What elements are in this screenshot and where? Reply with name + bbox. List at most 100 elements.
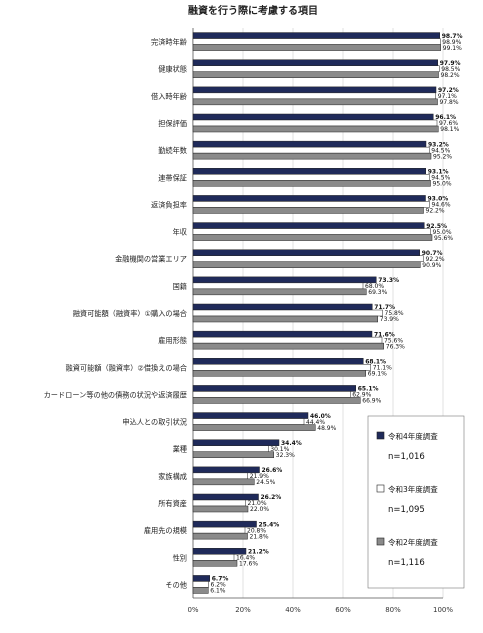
bar xyxy=(192,92,436,100)
bar xyxy=(192,505,249,513)
bar xyxy=(192,358,364,365)
data-label: 24.5% xyxy=(256,479,275,486)
data-label: 34.4% xyxy=(281,440,302,447)
bar xyxy=(192,532,248,540)
data-label: 93.2% xyxy=(428,141,449,148)
bar xyxy=(192,38,441,45)
data-label: 30.1% xyxy=(270,446,289,453)
data-label: 94.5% xyxy=(431,174,450,181)
data-label: 22.0% xyxy=(250,506,269,513)
data-label: 95.2% xyxy=(433,153,452,160)
data-label: 44.4% xyxy=(306,419,325,426)
data-label: 71.6% xyxy=(374,331,395,338)
bar xyxy=(192,168,426,175)
x-tick-label: 40% xyxy=(285,606,301,614)
bar xyxy=(192,336,383,344)
bar xyxy=(192,140,427,148)
x-tick-label: 100% xyxy=(433,606,453,614)
category-label: 金融機関の営業エリア xyxy=(115,255,187,264)
legend-label: 令和2年度調査 xyxy=(388,537,438,547)
data-label: 97.8% xyxy=(440,99,459,106)
data-label: 90.9% xyxy=(422,262,441,269)
bar xyxy=(192,207,424,214)
data-label: 92.2% xyxy=(426,208,445,215)
data-label: 21.9% xyxy=(250,473,269,480)
bar xyxy=(192,44,441,51)
x-tick-label: 0% xyxy=(187,606,198,614)
x-tick-label: 80% xyxy=(385,606,401,614)
data-label: 98.5% xyxy=(441,66,460,73)
bar xyxy=(192,472,248,480)
data-label: 26.6% xyxy=(262,467,283,474)
data-label: 94.6% xyxy=(432,202,451,209)
bar xyxy=(192,315,378,323)
category-label: 申込人との取引状況 xyxy=(122,418,187,427)
data-label: 71.1% xyxy=(373,364,392,371)
data-label: 62.9% xyxy=(352,392,371,399)
bar xyxy=(192,261,421,268)
category-label: 家族構成 xyxy=(158,472,187,481)
data-label: 97.9% xyxy=(440,60,461,67)
bar xyxy=(192,445,269,452)
bar xyxy=(192,554,235,561)
data-label: 98.9% xyxy=(442,39,461,46)
bar xyxy=(192,174,430,181)
legend: 令和4年度調査 n=1,016 令和3年度調査 n=1,095 令和2年度調査 n=1,1… xyxy=(367,415,465,589)
category-label: 勤続年数 xyxy=(158,146,187,155)
data-label: 98.1% xyxy=(440,126,459,133)
bar xyxy=(192,439,280,446)
data-label: 94.5% xyxy=(431,147,450,154)
data-label: 20.8% xyxy=(247,527,266,534)
data-label: 76.3% xyxy=(386,343,405,350)
bar xyxy=(192,234,433,241)
bar xyxy=(192,478,255,486)
category-label: 業種 xyxy=(173,445,187,454)
bar xyxy=(192,309,383,317)
x-tick-label: 20% xyxy=(235,606,251,614)
bar xyxy=(192,282,364,290)
bar xyxy=(192,59,438,66)
bar xyxy=(192,391,351,398)
bar xyxy=(192,342,384,350)
data-label: 17.6% xyxy=(239,560,258,567)
category-label: 融資可能額（融資率）①購入の場合 xyxy=(73,309,187,318)
data-label: 95.0% xyxy=(433,229,452,236)
data-label: 21.8% xyxy=(250,533,269,540)
legend-swatch xyxy=(376,537,385,546)
bar xyxy=(192,493,259,501)
data-label: 96.1% xyxy=(435,114,456,121)
bar xyxy=(192,412,309,419)
category-label: カードローン等の他の債務の状況や返済履歴 xyxy=(44,390,187,399)
bar xyxy=(192,548,247,555)
data-label: 26.2% xyxy=(261,494,282,501)
bar xyxy=(192,276,377,284)
bar xyxy=(192,587,209,594)
data-label: 66.9% xyxy=(362,398,381,405)
data-label: 6.1% xyxy=(210,588,226,595)
chart-title: 融資を行う際に考慮する項目 xyxy=(188,4,318,17)
data-label: 90.7% xyxy=(422,250,443,257)
bar xyxy=(192,451,274,458)
category-label: 完済時年齢 xyxy=(151,38,187,47)
data-label: 75.6% xyxy=(384,337,403,344)
category-label: 借入時年齢 xyxy=(151,92,187,101)
category-label: 雇用先の規模 xyxy=(144,526,187,535)
data-label: 98.7% xyxy=(442,33,463,40)
bar xyxy=(192,65,440,72)
data-label: 75.8% xyxy=(385,310,404,317)
bar xyxy=(192,125,439,133)
bar xyxy=(192,364,371,371)
data-label: 97.6% xyxy=(439,120,458,127)
data-label: 93.1% xyxy=(428,168,449,175)
bar xyxy=(192,98,438,106)
data-label: 92.2% xyxy=(426,256,445,263)
bar xyxy=(192,249,420,256)
bar xyxy=(192,397,361,404)
bar xyxy=(192,575,210,582)
data-label: 69.3% xyxy=(368,289,387,296)
category-label: 返済負担率 xyxy=(151,200,187,209)
bar xyxy=(192,222,425,229)
bar xyxy=(192,385,356,392)
data-label: 21.2% xyxy=(248,548,269,555)
data-label: 68.0% xyxy=(365,283,384,290)
